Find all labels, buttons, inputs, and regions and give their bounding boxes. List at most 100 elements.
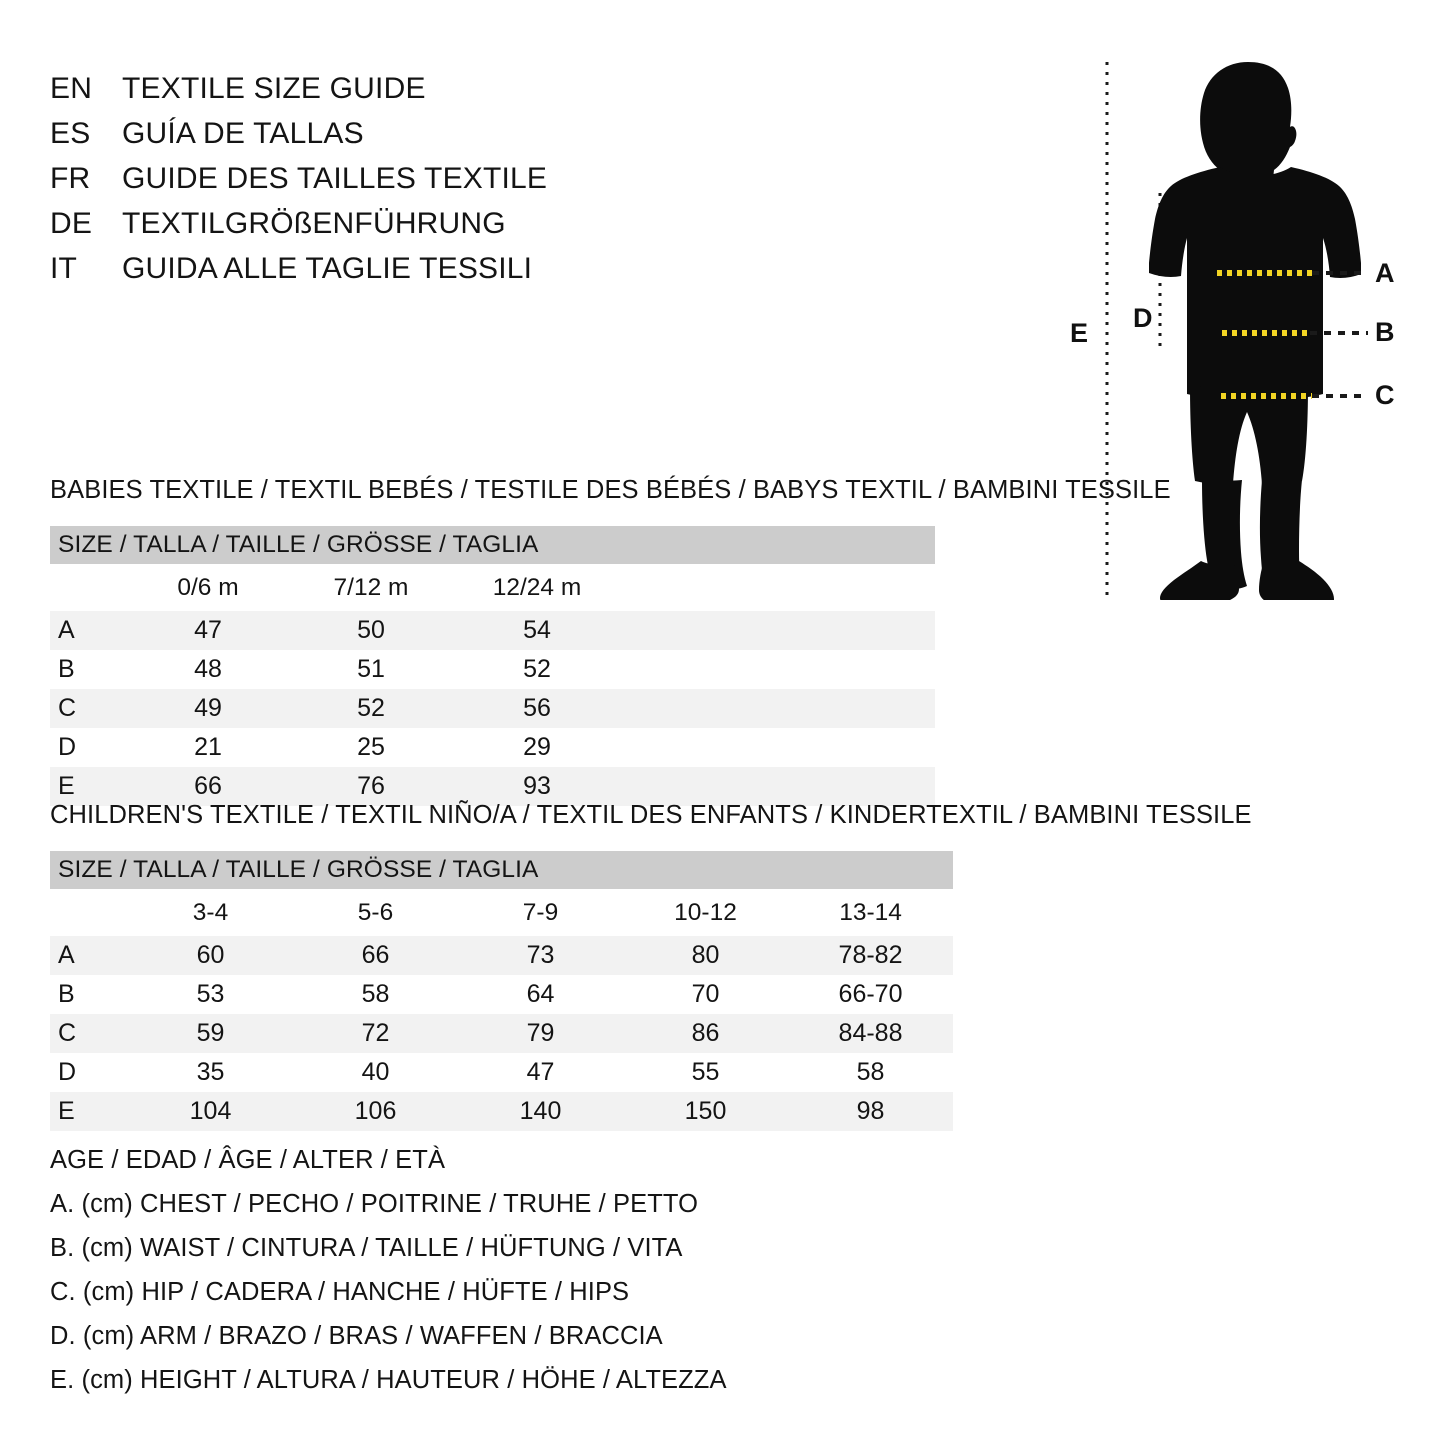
babies-cell-d-2: 29 — [454, 728, 620, 767]
head-shape — [1200, 62, 1297, 201]
children-cell-c-0: 59 — [128, 1014, 293, 1053]
measurement-legend: AGE / EDAD / ÂGE / ALTER / ETÀ A. (cm) C… — [50, 1138, 950, 1402]
children-row-label-b: B — [50, 975, 128, 1014]
children-cell-d-1: 40 — [293, 1053, 458, 1092]
children-corner-cell — [50, 889, 128, 936]
children-size-table: SIZE / TALLA / TAILLE / GRÖSSE / TAGLIA … — [50, 851, 954, 1131]
table-row: D 35 40 47 55 58 — [50, 1053, 954, 1092]
children-cell-e-1: 106 — [293, 1092, 458, 1131]
dimension-label-a: A — [1375, 258, 1395, 288]
children-cell-d-4: 58 — [788, 1053, 954, 1092]
babies-cell-c-1: 52 — [288, 689, 454, 728]
language-code-it: IT — [50, 252, 78, 285]
legend-line-age: AGE / EDAD / ÂGE / ALTER / ETÀ — [50, 1146, 446, 1174]
legend-line-waist: B. (cm) WAIST / CINTURA / TAILLE / HÜFTU… — [50, 1234, 683, 1262]
babies-row-label-c: C — [50, 689, 128, 728]
babies-section-title: BABIES TEXTILE / TEXTIL BEBÉS / TESTILE … — [50, 476, 1171, 504]
table-row: B 53 58 64 70 66-70 — [50, 975, 954, 1014]
babies-size-section: BABIES TEXTILE / TEXTIL BEBÉS / TESTILE … — [50, 476, 1230, 806]
babies-cell-c-0: 49 — [128, 689, 288, 728]
language-title-es: GUÍA DE TALLAS — [122, 117, 364, 150]
babies-column-header-0: 0/6 m — [128, 564, 288, 611]
children-cell-e-3: 150 — [623, 1092, 788, 1131]
children-cell-c-1: 72 — [293, 1014, 458, 1053]
children-cell-a-2: 73 — [458, 936, 623, 975]
table-row: A 60 66 73 80 78-82 — [50, 936, 954, 975]
shorts-shape — [1190, 385, 1308, 485]
language-row-it: IT GUIDA ALLE TAGLIE TESSILI — [50, 252, 690, 297]
babies-column-headers: 0/6 m 7/12 m 12/24 m — [50, 564, 935, 611]
language-row-en: EN TEXTILE SIZE GUIDE — [50, 72, 690, 117]
babies-cell-a-2: 54 — [454, 611, 620, 650]
babies-cell-b-0: 48 — [128, 650, 288, 689]
children-cell-e-2: 140 — [458, 1092, 623, 1131]
children-row-label-d: D — [50, 1053, 128, 1092]
shirt-shape — [1149, 167, 1361, 401]
children-cell-a-0: 60 — [128, 936, 293, 975]
children-column-header-1: 5-6 — [293, 889, 458, 936]
babies-cell-b-2: 52 — [454, 650, 620, 689]
babies-head-bar-text: SIZE / TALLA / TAILLE / GRÖSSE / TAGLIA — [50, 526, 935, 564]
babies-cell-e-2: 93 — [454, 767, 620, 806]
babies-row-label-b: B — [50, 650, 128, 689]
children-column-headers: 3-4 5-6 7-9 10-12 13-14 — [50, 889, 954, 936]
children-cell-d-0: 35 — [128, 1053, 293, 1092]
babies-cell-b-1: 51 — [288, 650, 454, 689]
children-column-header-3: 10-12 — [623, 889, 788, 936]
table-row: C 59 72 79 86 84-88 — [50, 1014, 954, 1053]
language-title-de: TEXTILGRÖßENFÜHRUNG — [122, 207, 506, 240]
children-cell-a-4: 78-82 — [788, 936, 954, 975]
language-code-de: DE — [50, 207, 93, 240]
children-cell-e-4: 98 — [788, 1092, 954, 1131]
children-cell-a-3: 80 — [623, 936, 788, 975]
children-column-header-0: 3-4 — [128, 889, 293, 936]
children-cell-d-3: 55 — [623, 1053, 788, 1092]
table-row: B 48 51 52 — [50, 650, 935, 689]
babies-corner-cell — [50, 564, 128, 611]
babies-row-label-d: D — [50, 728, 128, 767]
legend-line-height: E. (cm) HEIGHT / ALTURA / HAUTEUR / HÖHE… — [50, 1366, 727, 1394]
language-row-fr: FR GUIDE DES TAILLES TEXTILE — [50, 162, 690, 207]
children-row-label-c: C — [50, 1014, 128, 1053]
right-shoe-shape — [1259, 561, 1334, 600]
dimension-label-d: D — [1133, 303, 1153, 333]
children-cell-c-3: 86 — [623, 1014, 788, 1053]
language-code-fr: FR — [50, 162, 91, 195]
left-leg-shape — [1202, 480, 1247, 590]
children-section-title: CHILDREN'S TEXTILE / TEXTIL NIÑO/A / TEX… — [50, 801, 1252, 829]
language-title-it: GUIDA ALLE TAGLIE TESSILI — [122, 252, 533, 285]
table-row: D 21 25 29 — [50, 728, 935, 767]
babies-table-head-bar: SIZE / TALLA / TAILLE / GRÖSSE / TAGLIA — [50, 526, 935, 564]
table-row: A 47 50 54 — [50, 611, 935, 650]
children-cell-a-1: 66 — [293, 936, 458, 975]
children-column-header-4: 13-14 — [788, 889, 954, 936]
babies-row-label-e: E — [50, 767, 128, 806]
babies-cell-e-1: 76 — [288, 767, 454, 806]
language-code-es: ES — [50, 117, 91, 150]
children-table-head-bar: SIZE / TALLA / TAILLE / GRÖSSE / TAGLIA — [50, 851, 954, 889]
table-row: E 104 106 140 150 98 — [50, 1092, 954, 1131]
left-shoe-shape — [1160, 561, 1239, 600]
legend-line-chest: A. (cm) CHEST / PECHO / POITRINE / TRUHE… — [50, 1190, 699, 1218]
babies-cell-a-0: 47 — [128, 611, 288, 650]
children-cell-b-2: 64 — [458, 975, 623, 1014]
children-cell-b-1: 58 — [293, 975, 458, 1014]
children-cell-c-2: 79 — [458, 1014, 623, 1053]
babies-cell-d-0: 21 — [128, 728, 288, 767]
children-cell-b-3: 70 — [623, 975, 788, 1014]
measurement-figure: A B C D E — [1050, 40, 1445, 600]
table-row: E 66 76 93 — [50, 767, 935, 806]
children-column-header-2: 7-9 — [458, 889, 623, 936]
babies-cell-d-1: 25 — [288, 728, 454, 767]
children-cell-d-2: 47 — [458, 1053, 623, 1092]
children-size-section: CHILDREN'S TEXTILE / TEXTIL NIÑO/A / TEX… — [50, 801, 1252, 1131]
language-header-block: EN TEXTILE SIZE GUIDE ES GUÍA DE TALLAS … — [50, 72, 690, 297]
babies-row-label-a: A — [50, 611, 128, 650]
babies-column-header-2: 12/24 m — [454, 564, 620, 611]
language-code-en: EN — [50, 72, 93, 105]
language-title-en: TEXTILE SIZE GUIDE — [122, 72, 426, 105]
legend-line-arm: D. (cm) ARM / BRAZO / BRAS / WAFFEN / BR… — [50, 1322, 663, 1350]
dimension-label-c: C — [1375, 380, 1395, 410]
babies-cell-c-2: 56 — [454, 689, 620, 728]
language-row-de: DE TEXTILGRÖßENFÜHRUNG — [50, 207, 690, 252]
